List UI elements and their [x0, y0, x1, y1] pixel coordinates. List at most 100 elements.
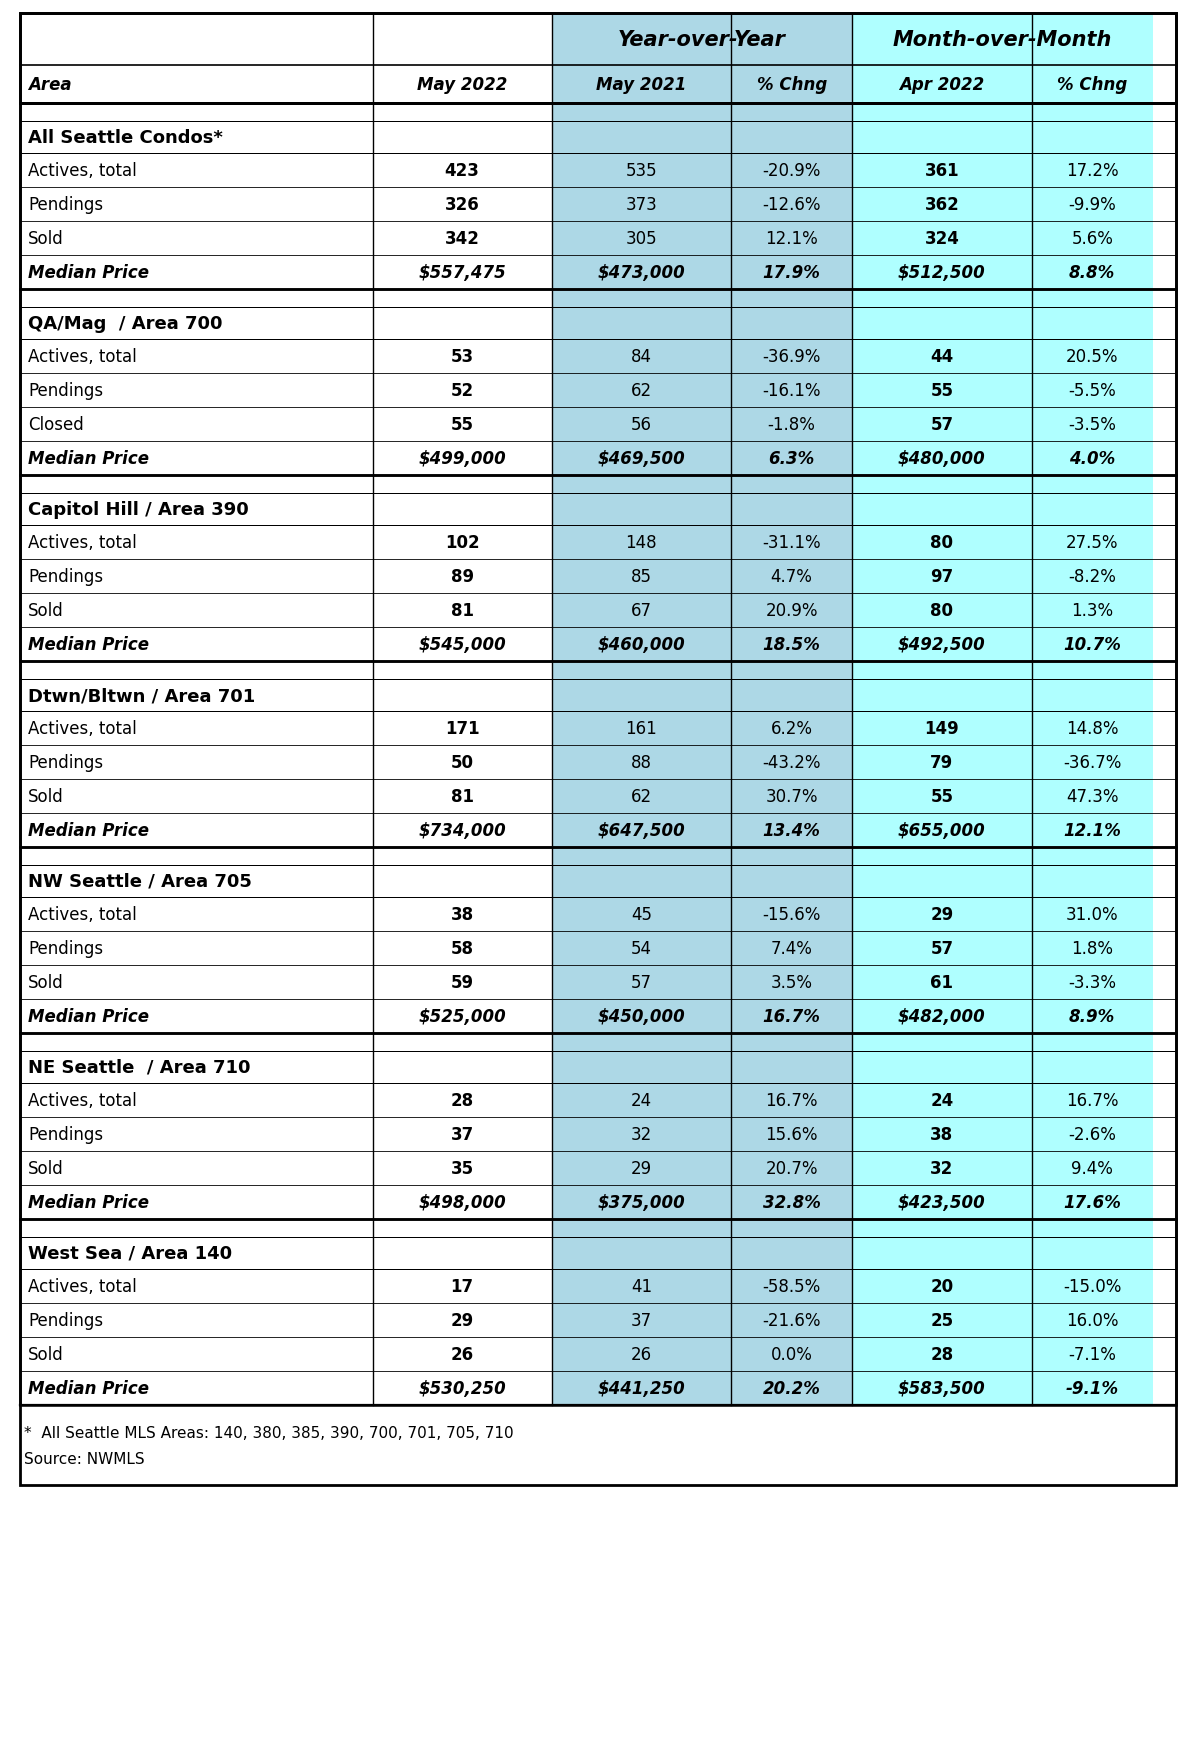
- Text: 25: 25: [930, 1311, 953, 1330]
- Text: Actives, total: Actives, total: [28, 905, 136, 924]
- Bar: [853, 1051, 1153, 1083]
- Text: % Chng: % Chng: [1057, 76, 1128, 93]
- Bar: [731, 1034, 853, 1051]
- Text: -15.6%: -15.6%: [762, 905, 820, 924]
- Bar: [20, 679, 551, 711]
- Text: 4.0%: 4.0%: [1069, 450, 1116, 467]
- Bar: [731, 898, 853, 931]
- Text: $482,000: $482,000: [898, 1007, 986, 1025]
- Text: 80: 80: [930, 602, 953, 619]
- Text: -9.9%: -9.9%: [1068, 196, 1116, 213]
- Text: 0.0%: 0.0%: [770, 1346, 812, 1364]
- Bar: [1031, 104, 1153, 122]
- Bar: [373, 711, 551, 746]
- Bar: [20, 1000, 373, 1034]
- Text: 171: 171: [445, 720, 480, 737]
- Bar: [20, 1304, 373, 1337]
- Bar: [373, 256, 551, 289]
- Bar: [373, 1000, 551, 1034]
- Bar: [551, 711, 731, 746]
- Bar: [551, 1034, 731, 1051]
- Text: $441,250: $441,250: [598, 1379, 685, 1397]
- Bar: [20, 309, 551, 340]
- Text: 55: 55: [930, 787, 953, 806]
- Text: 149: 149: [925, 720, 959, 737]
- Text: $499,000: $499,000: [419, 450, 506, 467]
- Text: 32: 32: [930, 1159, 953, 1177]
- Bar: [853, 189, 1031, 222]
- Bar: [373, 1304, 551, 1337]
- Text: Sold: Sold: [28, 602, 63, 619]
- Bar: [1031, 1270, 1153, 1304]
- Bar: [551, 14, 853, 65]
- Bar: [731, 965, 853, 1000]
- Text: -36.9%: -36.9%: [762, 348, 820, 365]
- Text: 16.7%: 16.7%: [763, 1007, 820, 1025]
- Bar: [373, 813, 551, 847]
- Bar: [1031, 441, 1153, 476]
- Bar: [731, 476, 853, 494]
- Bar: [1031, 931, 1153, 965]
- Bar: [551, 1270, 731, 1304]
- Bar: [853, 780, 1031, 813]
- Bar: [20, 628, 373, 662]
- Bar: [373, 1117, 551, 1152]
- Bar: [20, 965, 373, 1000]
- Bar: [1031, 1337, 1153, 1371]
- Bar: [731, 1083, 853, 1117]
- Bar: [551, 1237, 853, 1270]
- Bar: [1031, 256, 1153, 289]
- Bar: [853, 407, 1031, 441]
- Text: All Seattle Condos*: All Seattle Condos*: [28, 129, 222, 146]
- Bar: [551, 594, 731, 628]
- Bar: [373, 222, 551, 256]
- Bar: [20, 1371, 373, 1406]
- Bar: [373, 628, 551, 662]
- Bar: [20, 476, 373, 494]
- Bar: [1031, 222, 1153, 256]
- Text: 89: 89: [451, 568, 474, 586]
- Bar: [731, 526, 853, 559]
- Bar: [731, 594, 853, 628]
- Bar: [551, 1337, 731, 1371]
- Bar: [20, 104, 1176, 289]
- Text: 45: 45: [630, 905, 652, 924]
- Bar: [731, 1000, 853, 1034]
- Bar: [1031, 1304, 1153, 1337]
- Bar: [1031, 780, 1153, 813]
- Bar: [853, 374, 1031, 407]
- Bar: [731, 813, 853, 847]
- Text: 62: 62: [630, 787, 652, 806]
- Bar: [551, 847, 731, 866]
- Text: $512,500: $512,500: [898, 265, 986, 282]
- Text: 30.7%: 30.7%: [765, 787, 818, 806]
- Bar: [20, 1219, 1176, 1406]
- Bar: [373, 965, 551, 1000]
- Text: -36.7%: -36.7%: [1063, 753, 1122, 771]
- Bar: [731, 1117, 853, 1152]
- Text: $530,250: $530,250: [419, 1379, 506, 1397]
- Bar: [1031, 153, 1153, 189]
- Text: 67: 67: [630, 602, 652, 619]
- Bar: [853, 494, 1153, 526]
- Bar: [551, 526, 731, 559]
- Bar: [20, 847, 1176, 1034]
- Text: 1.8%: 1.8%: [1072, 940, 1113, 958]
- Text: Actives, total: Actives, total: [28, 534, 136, 552]
- Bar: [731, 189, 853, 222]
- Text: 20.2%: 20.2%: [763, 1379, 820, 1397]
- Text: 28: 28: [451, 1092, 474, 1110]
- Bar: [373, 1270, 551, 1304]
- Bar: [853, 1219, 1031, 1237]
- Bar: [373, 847, 551, 866]
- Bar: [853, 1152, 1031, 1185]
- Text: 57: 57: [630, 974, 652, 991]
- Text: 35: 35: [451, 1159, 474, 1177]
- Text: $545,000: $545,000: [419, 635, 506, 654]
- Bar: [853, 1371, 1031, 1406]
- Bar: [1031, 965, 1153, 1000]
- Text: -21.6%: -21.6%: [762, 1311, 820, 1330]
- Bar: [1031, 1083, 1153, 1117]
- Bar: [731, 711, 853, 746]
- Bar: [731, 441, 853, 476]
